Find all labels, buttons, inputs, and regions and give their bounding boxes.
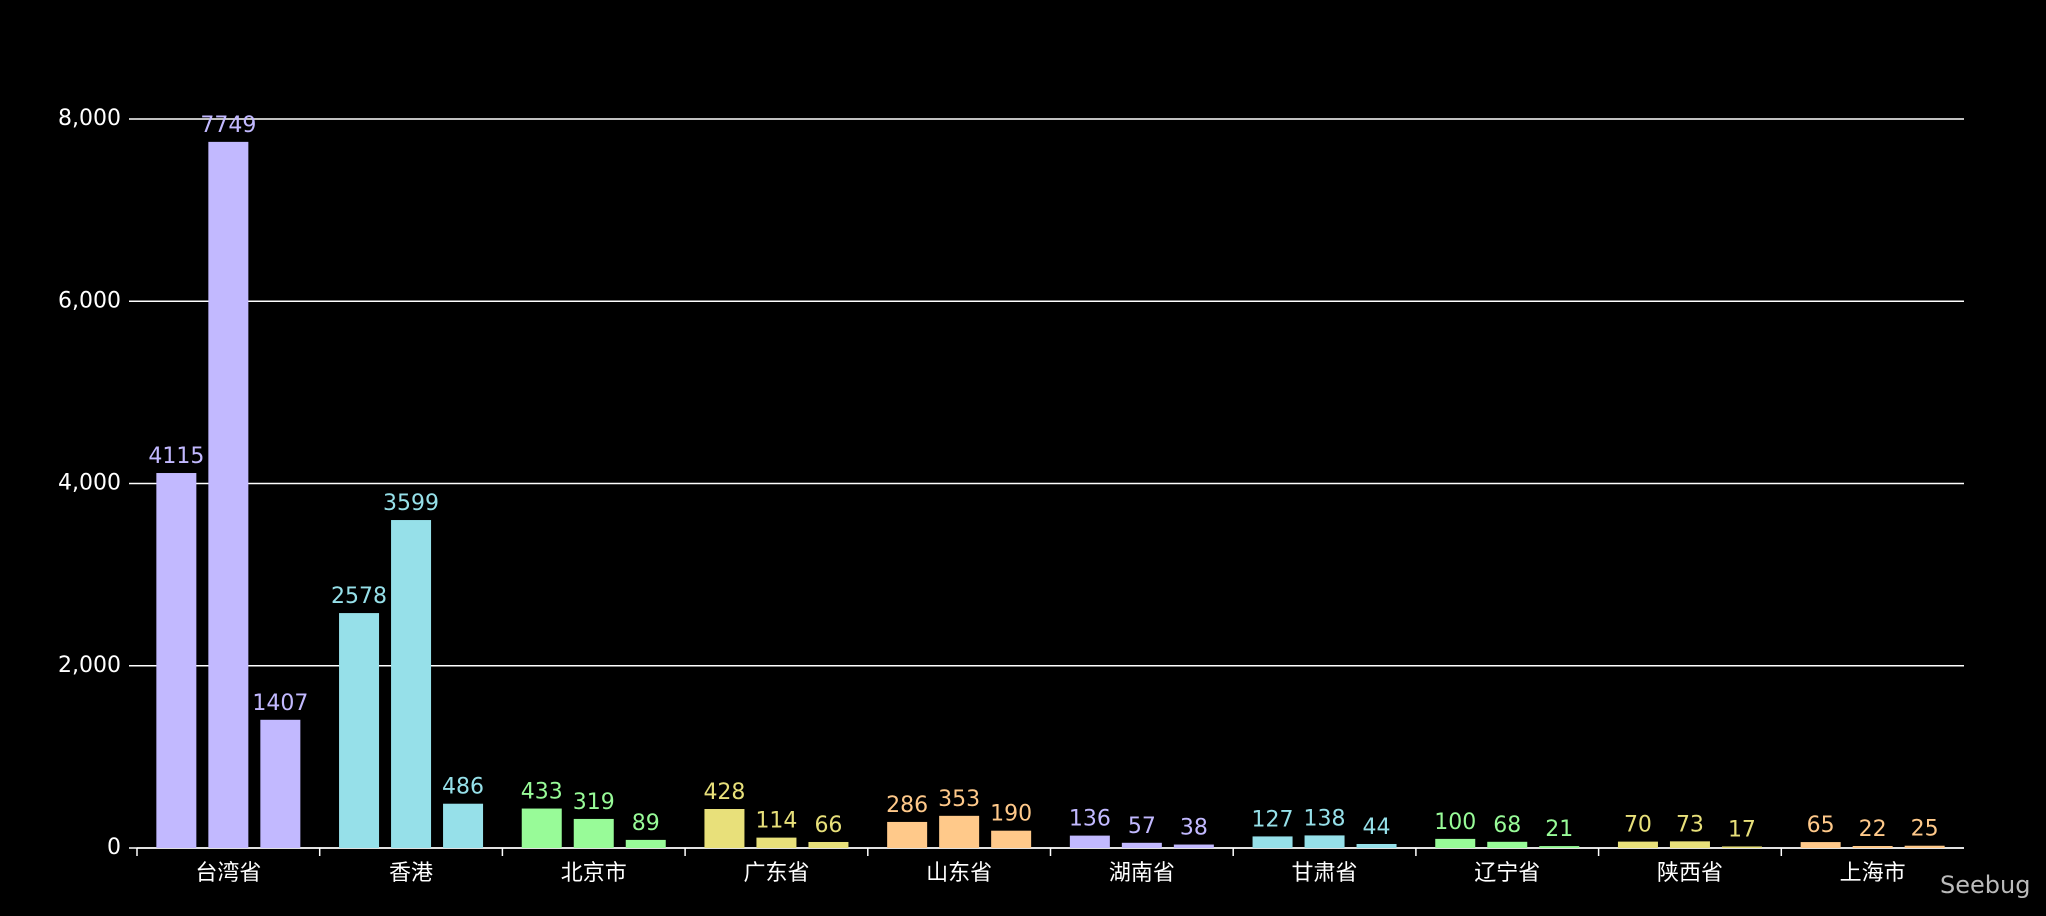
- data-label: 433: [521, 780, 563, 805]
- data-label: 44: [1363, 815, 1391, 840]
- data-label: 353: [938, 787, 980, 812]
- x-tick-label: 辽宁省: [1474, 861, 1540, 886]
- bar: [1617, 841, 1658, 848]
- bar: [1435, 838, 1476, 848]
- data-label: 38: [1180, 816, 1208, 841]
- bar: [991, 830, 1032, 848]
- data-label: 2578: [331, 584, 387, 609]
- bar: [573, 818, 614, 848]
- bar: [1356, 843, 1397, 848]
- data-label: 73: [1676, 812, 1704, 837]
- bar: [1173, 844, 1214, 848]
- data-label: 486: [442, 775, 484, 800]
- data-label: 22: [1859, 817, 1887, 842]
- data-label: 7749: [200, 113, 256, 138]
- x-tick-label: 台湾省: [195, 861, 261, 886]
- bar: [1304, 835, 1345, 848]
- x-tick-label: 香港: [389, 861, 433, 886]
- data-label: 70: [1624, 813, 1652, 838]
- bar: [939, 815, 980, 848]
- data-label: 17: [1728, 817, 1756, 842]
- watermark: Seebug: [1940, 871, 2030, 899]
- data-label: 190: [990, 802, 1032, 827]
- y-tick-label: 8,000: [58, 106, 121, 131]
- bar: [625, 839, 666, 848]
- data-label: 57: [1128, 814, 1156, 839]
- bar: [1852, 845, 1893, 848]
- data-label: 89: [632, 811, 660, 836]
- data-label: 1407: [252, 691, 308, 716]
- bar: [391, 520, 432, 848]
- bar: [1539, 846, 1580, 848]
- data-label: 100: [1434, 810, 1476, 835]
- y-tick-label: 0: [107, 835, 121, 860]
- data-label: 286: [886, 793, 928, 818]
- data-label: 65: [1807, 813, 1835, 838]
- bar: [1252, 836, 1293, 848]
- bar: [443, 803, 484, 848]
- x-tick-label: 山东省: [926, 861, 992, 886]
- data-label: 3599: [383, 491, 439, 516]
- bar: [704, 808, 745, 848]
- bar: [260, 719, 301, 848]
- x-tick-label: 上海市: [1840, 861, 1906, 886]
- y-tick-label: 2,000: [58, 653, 121, 678]
- bar: [1800, 842, 1841, 848]
- bar: [1669, 841, 1710, 848]
- data-label: 428: [703, 780, 745, 805]
- bar: [1121, 842, 1162, 848]
- data-label: 66: [814, 813, 842, 838]
- x-tick-label: 广东省: [743, 861, 809, 886]
- data-label: 136: [1069, 807, 1111, 832]
- y-tick-label: 4,000: [58, 471, 121, 496]
- bar: [208, 141, 249, 848]
- bar: [1487, 841, 1528, 848]
- x-tick-label: 甘肃省: [1292, 861, 1358, 886]
- data-label: 25: [1911, 817, 1939, 842]
- bar: [887, 821, 928, 848]
- data-label: 127: [1252, 807, 1294, 832]
- data-label: 21: [1545, 817, 1573, 842]
- data-label: 319: [573, 790, 615, 815]
- data-label: 68: [1493, 813, 1521, 838]
- data-label: 114: [755, 809, 797, 834]
- x-tick-label: 陕西省: [1657, 861, 1723, 886]
- bar: [808, 841, 849, 848]
- bar: [1721, 846, 1762, 848]
- bar: [339, 613, 380, 848]
- x-tick-label: 湖南省: [1109, 861, 1175, 886]
- bar: [1904, 845, 1945, 848]
- bar: [1069, 835, 1110, 848]
- x-tick-label: 北京市: [561, 861, 627, 886]
- bar: [521, 808, 562, 848]
- bar: [756, 837, 797, 848]
- y-tick-label: 6,000: [58, 288, 121, 313]
- data-label: 138: [1304, 806, 1346, 831]
- data-label: 4115: [148, 444, 204, 469]
- bar: [156, 473, 197, 848]
